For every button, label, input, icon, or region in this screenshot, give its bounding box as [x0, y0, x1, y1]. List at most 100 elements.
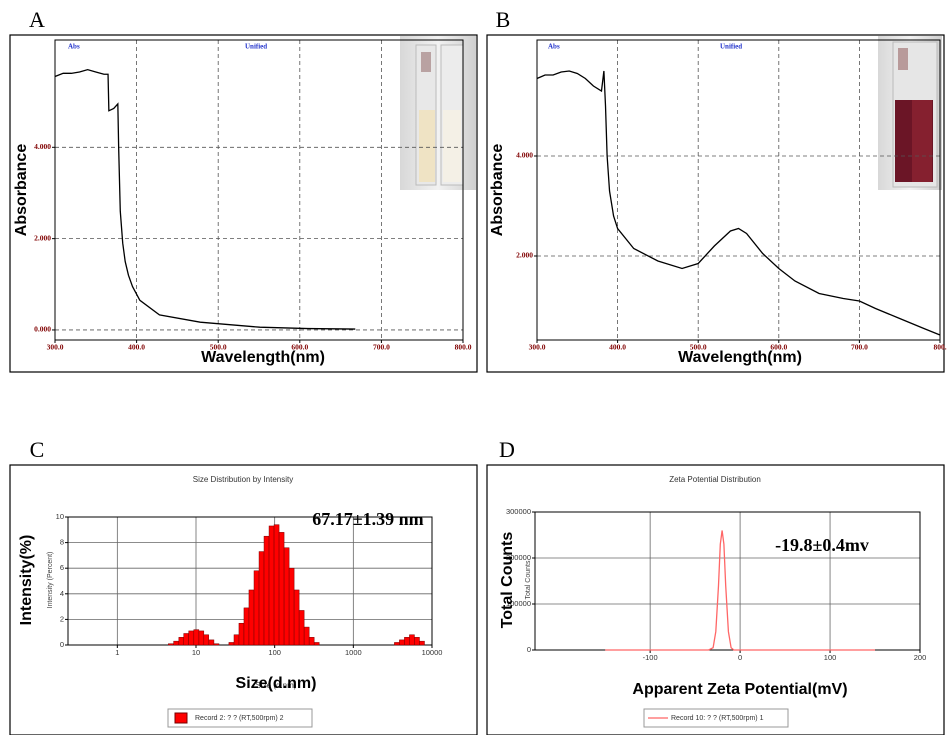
bar: [213, 643, 220, 646]
x-tick-label: 0: [738, 653, 742, 662]
bar: [248, 589, 255, 646]
chart-title: Size Distribution by Intensity: [193, 475, 294, 484]
x-tick-label: 300.0: [47, 343, 64, 352]
y-tick-label: 100000: [506, 599, 531, 608]
bar: [308, 637, 315, 646]
mode-label: Unified: [720, 43, 742, 51]
x-tick-label: 800.0: [455, 343, 472, 352]
bar: [278, 532, 285, 646]
mode-label: Abs: [548, 43, 560, 51]
bar: [394, 642, 400, 646]
y-axis-title: Absorbance: [489, 144, 506, 237]
y-tick-label: 10: [56, 512, 64, 521]
legend-frame: [643, 708, 789, 728]
bar: [399, 639, 405, 646]
panel-frame: [9, 34, 478, 373]
bar: [238, 622, 245, 646]
bar: [303, 626, 310, 646]
bar: [414, 637, 420, 646]
x-tick-label: 100: [824, 653, 837, 662]
y-tick-label: 0.000: [34, 325, 51, 334]
x-tick-label: 1000: [345, 648, 362, 657]
chart-title: Zeta Potential Distribution: [669, 475, 761, 484]
bar: [313, 642, 320, 646]
panel-frame: [9, 464, 478, 735]
panel-frame: [486, 464, 945, 735]
x-axis-title: Wavelength(nm): [201, 349, 325, 366]
bar: [233, 634, 240, 646]
x-tick-label: 700.0: [373, 343, 390, 352]
y-tick-label: 8: [60, 538, 64, 547]
y-axis-title: Absorbance: [13, 144, 30, 237]
y-axis-title-small: Total Counts: [525, 560, 532, 599]
x-tick-label: 600.0: [291, 343, 308, 352]
y-axis-title: Intensity(%): [18, 535, 35, 626]
bar: [409, 634, 415, 646]
x-axis-title: Apparent Zeta Potential(mV): [632, 681, 847, 698]
y-tick-label: 4.000: [34, 142, 51, 151]
mode-label: Unified: [245, 43, 267, 51]
annotation: -19.8±0.4mv: [775, 535, 869, 555]
bar: [298, 610, 305, 646]
bar: [273, 524, 280, 646]
bar: [253, 570, 260, 646]
mode-label: Abs: [68, 43, 80, 51]
y-tick-label: 0: [527, 645, 531, 654]
x-axis-title-small: Size (d.nm): [256, 681, 297, 690]
y-tick-label: 200000: [506, 553, 531, 562]
x-tick-label: 700.0: [851, 343, 868, 352]
plot-area: [536, 39, 941, 341]
bar: [228, 642, 235, 646]
legend-frame: [167, 708, 313, 728]
data-line: [54, 69, 356, 330]
y-tick-label: 2.000: [34, 233, 51, 242]
y-tick-label: 4.000: [516, 151, 533, 160]
bar: [268, 525, 275, 646]
x-tick-label: 100: [268, 648, 281, 657]
bar: [173, 640, 179, 646]
panel-frame: [486, 34, 945, 373]
y-tick-label: 2: [60, 614, 64, 623]
x-tick-label: 300.0: [529, 343, 546, 352]
x-tick-label: -100: [643, 653, 658, 662]
bar: [198, 630, 205, 646]
bar: [263, 535, 270, 646]
data-line: [536, 70, 941, 336]
plot-area: [54, 39, 464, 341]
y-axis-title: Total Counts: [499, 532, 516, 629]
x-tick-label: 500.0: [210, 343, 227, 352]
x-tick-label: 400.0: [128, 343, 145, 352]
plot-area: [534, 511, 921, 651]
bar: [193, 629, 200, 646]
y-tick-label: 0: [60, 640, 64, 649]
x-tick-label: 1: [115, 648, 119, 657]
bar: [243, 607, 250, 646]
y-tick-label: 300000: [506, 507, 531, 516]
legend-label: Record 10: ? ? (RT,500rpm) 1: [671, 715, 764, 722]
bar: [404, 637, 410, 646]
y-tick-label: 4: [60, 589, 64, 598]
cuvette-photo-b: [878, 36, 942, 190]
annotation: 67.17±1.39 nm: [312, 509, 423, 529]
bar: [288, 567, 295, 646]
x-axis-title: Wavelength(nm): [678, 349, 802, 366]
x-tick-label: 800.: [933, 343, 946, 352]
bar: [419, 640, 425, 646]
bar: [208, 639, 215, 646]
panel-label: A: [29, 7, 45, 32]
bar: [203, 634, 209, 646]
bar: [258, 551, 265, 646]
x-tick-label: 10: [192, 648, 200, 657]
bar: [168, 643, 174, 646]
data-line: [605, 530, 876, 651]
y-axis-title-small: Intensity (Percent): [47, 552, 54, 609]
y-tick-label: 6: [60, 563, 64, 572]
panel-label: C: [30, 437, 45, 462]
cuvette-photo-a: [400, 36, 476, 190]
x-tick-label: 200: [914, 653, 927, 662]
bar: [188, 630, 195, 646]
x-tick-label: 10000: [422, 648, 443, 657]
x-tick-label: 500.0: [690, 343, 707, 352]
legend-swatch: [174, 712, 188, 724]
